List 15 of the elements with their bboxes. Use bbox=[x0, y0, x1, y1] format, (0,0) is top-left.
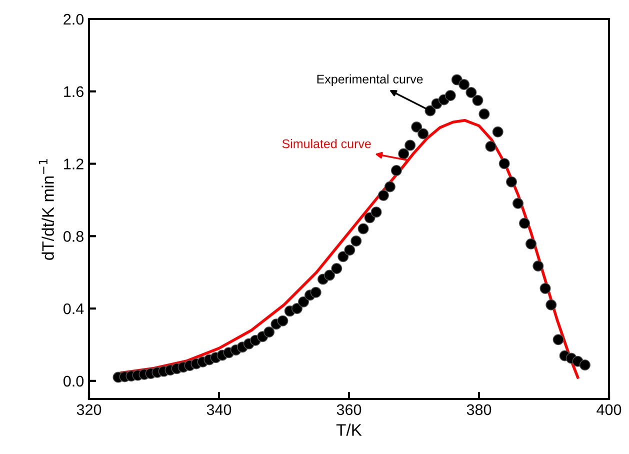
annotation: Simulated curve bbox=[282, 139, 371, 148]
x-tick-label: 380 bbox=[466, 404, 492, 416]
x-tick-label: 360 bbox=[336, 404, 362, 416]
x-tick-label: 400 bbox=[596, 404, 622, 416]
y-tick-label: 1.2 bbox=[64, 158, 84, 170]
annotation: Experimental curve bbox=[317, 74, 423, 86]
y-tick-label: 1.6 bbox=[64, 86, 84, 98]
y-tick-label: 2.0 bbox=[64, 14, 84, 25]
y-tick-label: 0.8 bbox=[64, 231, 84, 242]
y-axis-title: dT/dt/K min$^{−1}$ bbox=[38, 159, 54, 260]
y-tick-label: 0.4 bbox=[64, 303, 84, 314]
x-tick-label: 320 bbox=[76, 404, 102, 416]
x-axis-title: T/K bbox=[336, 424, 362, 436]
y-tick-label: 0.0 bbox=[64, 376, 84, 387]
x-tick-label: 340 bbox=[206, 404, 232, 416]
